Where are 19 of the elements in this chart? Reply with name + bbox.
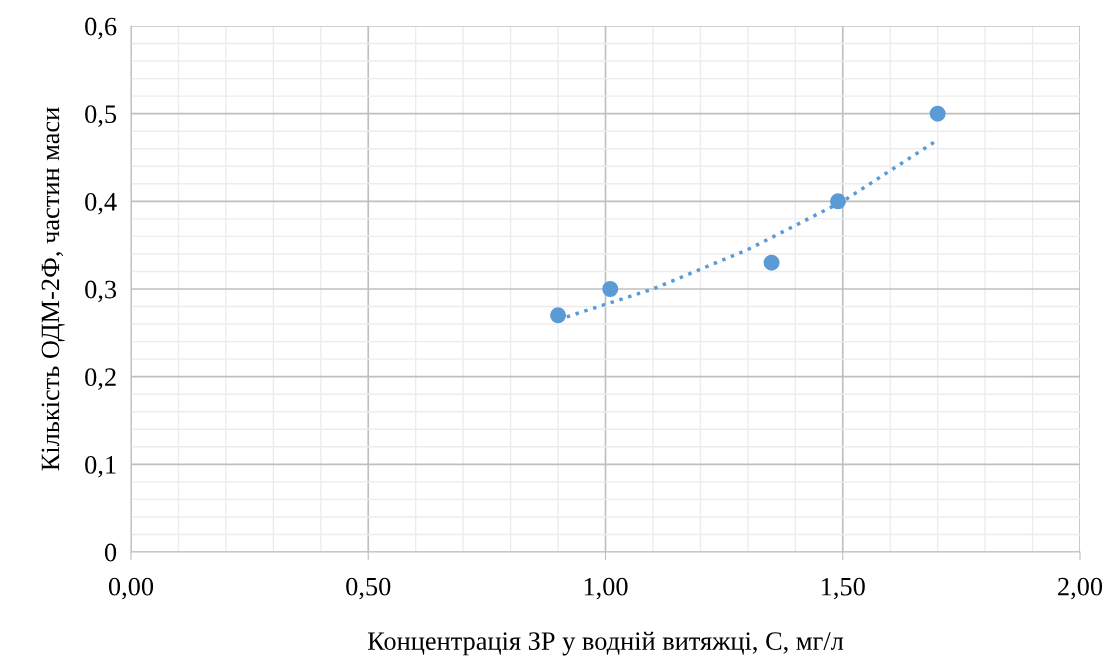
point — [763, 254, 780, 271]
x-tick-label: 0,50 — [346, 577, 391, 600]
x-tick-label: 0,00 — [108, 577, 154, 600]
x-tick-label: 1,50 — [821, 577, 865, 600]
x-tick-label: 2,00 — [1058, 577, 1103, 600]
y-tick-label: 0,1 — [85, 455, 116, 478]
y-tick-label: 0,5 — [85, 105, 117, 127]
point — [550, 307, 567, 324]
point — [929, 105, 946, 122]
y-tick-label: 0 — [104, 543, 117, 562]
point — [830, 193, 846, 210]
y-tick-label: 0,3 — [85, 280, 117, 303]
y-axis-title: Кількість ОДМ-2Ф, частин маси — [41, 107, 65, 471]
y-tick-label: 0,2 — [85, 368, 116, 390]
x-tick-label: 1,00 — [584, 577, 628, 600]
point — [602, 281, 619, 297]
y-tick-label: 0,4 — [85, 192, 117, 215]
y-tick-label: 0,6 — [85, 17, 117, 40]
x-axis-title: Концентрація ЗР у водній витяжці, С, мг/л — [367, 631, 844, 656]
